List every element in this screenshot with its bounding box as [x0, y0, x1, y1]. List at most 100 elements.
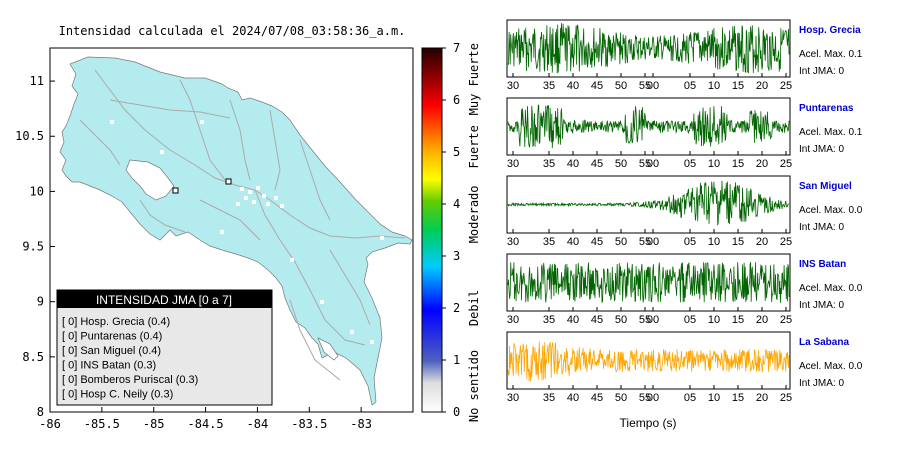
colorbar-tick-label: 6 — [453, 93, 460, 107]
colorbar-category-label: Moderado — [467, 186, 481, 244]
waveform-tick-label: 00 — [647, 80, 659, 92]
waveform-tick-label: 45 — [591, 158, 603, 170]
waveform-tick-label: 40 — [567, 236, 579, 248]
colorbar-tick-label: 5 — [453, 145, 460, 159]
legend-title: INTENSIDAD JMA [0 a 7] — [96, 293, 232, 307]
map-x-ticks: -86 -85.5 -85 -84.5 -84 -83.5 -83 — [39, 407, 372, 431]
map-y-tick-label: 10 — [30, 184, 44, 198]
waveform-tick-label: 30 — [507, 314, 519, 326]
intensity-legend: INTENSIDAD JMA [0 a 7] [ 0] Hosp. Grecia… — [56, 289, 273, 406]
station-jma-intensity: Int JMA: 0 — [799, 144, 844, 155]
colorbar-tick-label: 0 — [453, 405, 460, 419]
waveform-tick-label: 15 — [732, 158, 744, 170]
station-jma-intensity: Int JMA: 0 — [799, 378, 844, 389]
nicoya-gulf — [125, 159, 175, 201]
waveform-tick-label: 15 — [732, 314, 744, 326]
map-y-tick-label: 9 — [37, 295, 44, 309]
waveform-tick-label: 35 — [543, 158, 555, 170]
waveform-tick-label: 55 — [639, 236, 651, 248]
waveform-tick-label: 25 — [780, 314, 792, 326]
map-x-tick-label: -86 — [39, 417, 61, 431]
map-y-tick-label: 9.5 — [22, 240, 44, 254]
waveform-trace — [507, 262, 790, 303]
colorbar-ticks: 0 1 2 3 4 5 6 7 — [442, 41, 460, 419]
waveform-tick-label: 55 — [639, 392, 651, 404]
waveform-xlabel: Tiempo (s) — [620, 416, 677, 430]
waveform-tick-label: 15 — [732, 392, 744, 404]
legend-items: [ 0] Hosp. Grecia (0.4) [ 0] Puntarenas (… — [62, 316, 198, 401]
waveform-tick-label: 00 — [647, 158, 659, 170]
waveform-tick-label: 10 — [708, 236, 720, 248]
colorbar-tick-label: 3 — [453, 249, 460, 263]
station-accel-max: Acel. Max. 0.1 — [799, 49, 863, 60]
waveform-tick-label: 10 — [708, 314, 720, 326]
colorbar-tick-label: 7 — [453, 41, 460, 55]
waveform-tick-label: 50 — [615, 392, 627, 404]
waveform-tick-label: 40 — [567, 80, 579, 92]
station-name: Hosp. Grecia — [799, 25, 861, 36]
waveform-tick-label: 30 — [507, 158, 519, 170]
station-markers — [110, 120, 384, 344]
waveform-trace — [507, 104, 790, 149]
waveform-tick-label: 45 — [591, 392, 603, 404]
waveform-tick-label: 35 — [543, 392, 555, 404]
waveform-tick-label: 05 — [684, 80, 696, 92]
station-name: La Sabana — [799, 337, 849, 348]
map-x-tick-label: -84.5 — [188, 417, 224, 431]
waveform-trace — [507, 180, 790, 226]
legend-item: [ 0] INS Batan (0.3) — [62, 360, 156, 372]
waveform-tick-label: 05 — [684, 314, 696, 326]
waveform-tick-label: 50 — [615, 80, 627, 92]
legend-item: [ 0] Puntarenas (0.4) — [62, 331, 162, 343]
waveform-tick-label: 15 — [732, 80, 744, 92]
waveform-tick-label: 40 — [567, 314, 579, 326]
waveform-tick-label: 05 — [684, 392, 696, 404]
waveform-tick-label: 00 — [647, 392, 659, 404]
waveform-tick-label: 20 — [756, 80, 768, 92]
waveform-tick-label: 30 — [507, 80, 519, 92]
osa-bay — [317, 337, 339, 361]
waveform-tick-label: 55 — [639, 158, 651, 170]
waveform-tick-label: 30 — [507, 392, 519, 404]
waveform-tick-label: 20 — [756, 158, 768, 170]
map-x-tick-label: -85.5 — [84, 417, 120, 431]
colorbar-category-label: Debil — [467, 290, 481, 326]
waveform-tick-label: 25 — [780, 158, 792, 170]
waveform-tick-label: 25 — [780, 392, 792, 404]
waveform-tick-label: 20 — [756, 236, 768, 248]
colorbar-category-label: Fuerte — [467, 125, 481, 168]
map-y-ticks: 11 10.5 10 9.5 9 8.5 8 — [15, 74, 55, 419]
waveform-tick-label: 35 — [543, 80, 555, 92]
waveform-tick-label: 50 — [615, 314, 627, 326]
waveform-trace — [507, 341, 790, 382]
waveform-tick-label: 45 — [591, 314, 603, 326]
waveform-tick-label: 15 — [732, 236, 744, 248]
map-x-tick-label: -85 — [143, 417, 165, 431]
waveform-tick-label: 10 — [708, 158, 720, 170]
map-y-tick-label: 11 — [30, 74, 44, 88]
waveform-tick-label: 00 — [647, 236, 659, 248]
waveform-tick-label: 55 — [639, 80, 651, 92]
station-accel-max: Acel. Max. 0.0 — [799, 205, 863, 216]
station-jma-intensity: Int JMA: 0 — [799, 300, 844, 311]
station-jma-intensity: Int JMA: 0 — [799, 66, 844, 77]
station-name: INS Batan — [799, 259, 846, 270]
colorbar-category-label: No sentido — [467, 350, 481, 422]
waveform-tick-label: 35 — [543, 236, 555, 248]
legend-item: [ 0] San Miguel (0.4) — [62, 345, 161, 357]
colorbar-category-label: Muy Fuerte — [467, 43, 481, 115]
waveform-tick-label: 10 — [708, 80, 720, 92]
waveform-tick-label: 50 — [615, 236, 627, 248]
colorbar-tick-label: 2 — [453, 301, 460, 315]
waveform-tick-label: 45 — [591, 236, 603, 248]
legend-item: [ 0] Hosp C. Neily (0.3) — [62, 389, 173, 401]
legend-item: [ 0] Bomberos Puriscal (0.3) — [62, 374, 198, 386]
station-accel-max: Acel. Max. 0.0 — [799, 283, 863, 294]
waveform-tick-label: 20 — [756, 314, 768, 326]
colorbar-tick-label: 4 — [453, 197, 460, 211]
waveform-tick-label: 55 — [639, 314, 651, 326]
